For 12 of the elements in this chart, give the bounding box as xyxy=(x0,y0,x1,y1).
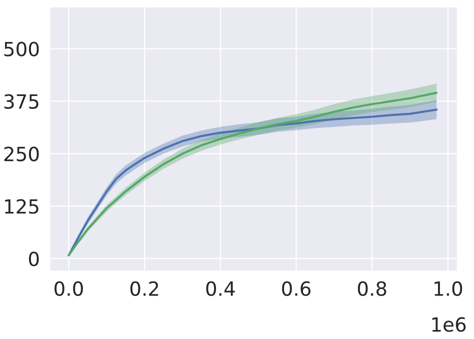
y-tick-label: 375 xyxy=(4,94,38,109)
x-tick-label: 0.8 xyxy=(358,281,386,296)
x-tick-label: 0.0 xyxy=(54,281,83,296)
x-tick-label: 0.2 xyxy=(130,281,158,296)
x-tick-label: 0.6 xyxy=(282,281,310,296)
x-tick-label: 0.4 xyxy=(206,281,235,296)
x-tick-label: 1.0 xyxy=(434,281,462,296)
y-tick-label: 250 xyxy=(4,146,39,162)
y-tick-label: 0 xyxy=(28,252,39,266)
y-tick-label: 125 xyxy=(5,199,38,214)
y-tick-label: 500 xyxy=(4,42,39,56)
text: 1e6 xyxy=(432,317,466,332)
